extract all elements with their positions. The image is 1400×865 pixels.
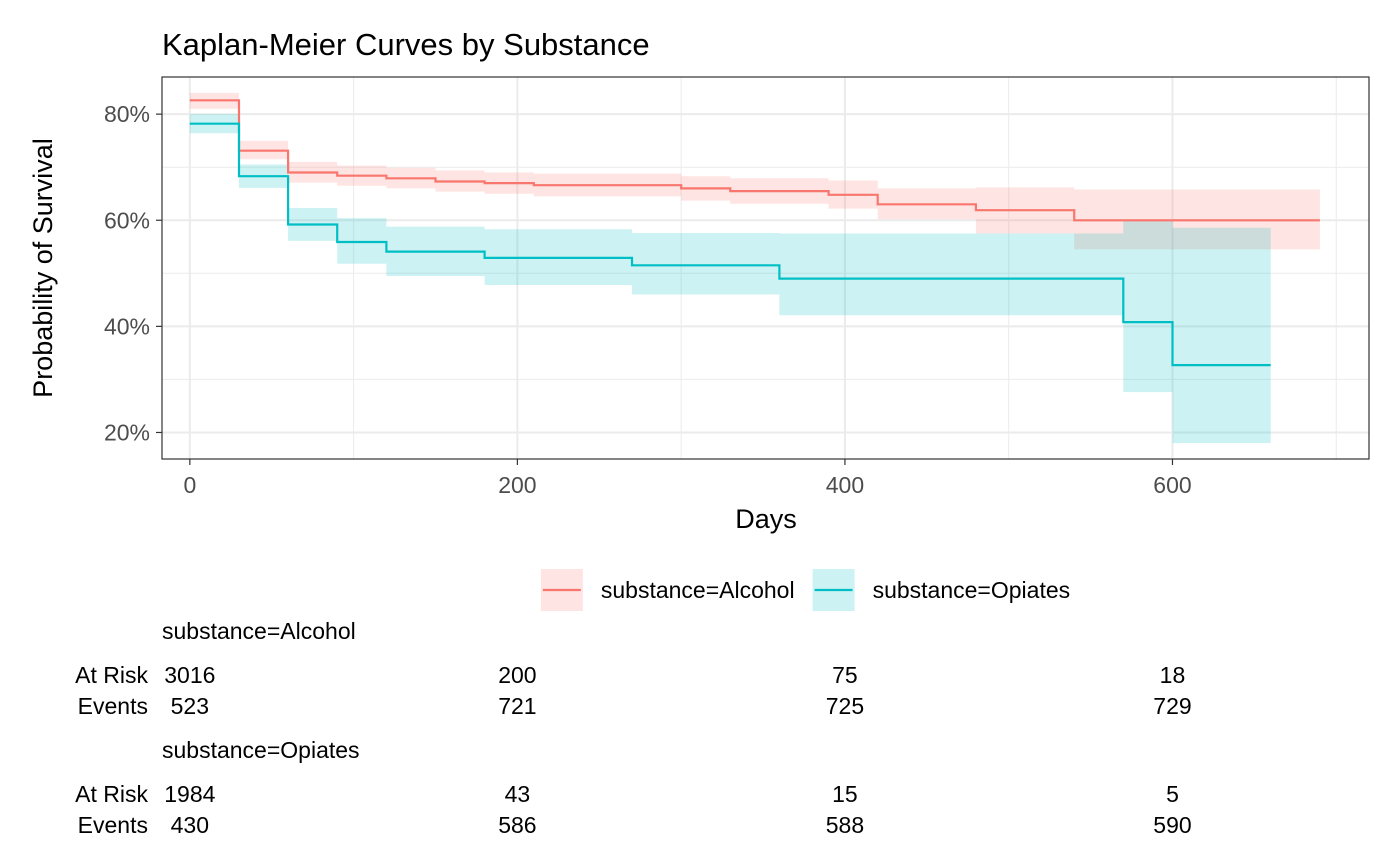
x-tick-label: 0	[183, 472, 196, 498]
at-risk-value: 5	[1166, 781, 1179, 807]
x-tick-label: 600	[1153, 472, 1191, 498]
y-axis-ticks: 20% 40% 60% 80%	[104, 101, 162, 445]
survival-curves	[189, 99, 1320, 367]
events-value: 586	[498, 812, 536, 838]
confidence-band-2	[189, 114, 1271, 444]
plot-panel	[161, 76, 1370, 460]
events-value: 729	[1153, 693, 1191, 719]
at-risk-row-label: At Risk	[75, 781, 148, 807]
events-value: 721	[498, 693, 536, 719]
events-value: 725	[826, 693, 864, 719]
major-gridlines	[162, 77, 1369, 459]
survival-curve-1	[189, 99, 1320, 222]
events-row-label: Events	[78, 812, 148, 838]
events-row-label: Events	[78, 693, 148, 719]
at-risk-value: 43	[505, 781, 531, 807]
risk-table: substance=Alcohol At Risk 3016 200 75 18 Event…	[75, 618, 1192, 838]
risk-group-title: substance=Alcohol	[162, 618, 356, 644]
legend-item-2: substance=Opiates	[812, 569, 1071, 611]
risk-group-1: substance=Alcohol At Risk 3016 200 75 18 Event…	[75, 618, 1192, 719]
x-tick-label: 200	[498, 472, 536, 498]
events-value: 590	[1153, 812, 1191, 838]
risk-group-title: substance=Opiates	[162, 737, 360, 763]
at-risk-value: 75	[832, 662, 858, 688]
legend: substance=Alcohol substance=Opiates	[540, 569, 1071, 611]
at-risk-value: 15	[832, 781, 858, 807]
x-axis-title: Days	[735, 504, 797, 534]
legend-item-1: substance=Alcohol	[540, 569, 795, 611]
events-value: 523	[171, 693, 209, 719]
at-risk-value: 18	[1160, 662, 1186, 688]
events-value: 430	[171, 812, 209, 838]
x-tick-label: 400	[826, 472, 864, 498]
panel-background	[162, 77, 1369, 459]
panel-border	[161, 76, 1370, 460]
legend-label: substance=Alcohol	[601, 577, 795, 603]
x-axis-ticks: 0 200 400 600	[183, 459, 1192, 498]
survival-curve-2	[189, 122, 1271, 367]
y-tick-label: 60%	[104, 207, 150, 233]
risk-group-2: substance=Opiates At Risk 1984 43 15 5 Events 4…	[75, 737, 1192, 838]
chart-title: Kaplan-Meier Curves by Substance	[162, 27, 650, 62]
y-tick-label: 20%	[104, 419, 150, 445]
at-risk-value: 1984	[164, 781, 215, 807]
at-risk-value: 3016	[164, 662, 215, 688]
minor-gridlines	[162, 77, 1369, 459]
at-risk-row-label: At Risk	[75, 662, 148, 688]
legend-label: substance=Opiates	[873, 577, 1071, 603]
y-axis-title: Probability of Survival	[28, 138, 58, 398]
at-risk-value: 200	[498, 662, 536, 688]
y-tick-label: 40%	[104, 313, 150, 339]
y-tick-label: 80%	[104, 101, 150, 127]
events-value: 588	[826, 812, 864, 838]
